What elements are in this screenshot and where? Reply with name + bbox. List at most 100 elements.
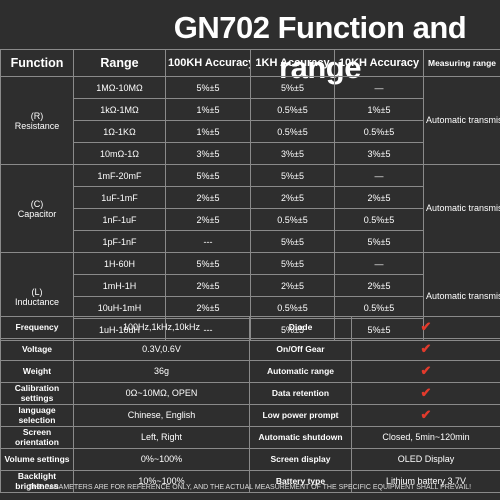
inductance-row: (L) Inductance 1H-60H 5%±5 5%±5— Automatic t… bbox=[0, 252, 500, 341]
acc-100kh-cell: 2%±5 bbox=[165, 208, 251, 231]
feature-label: Low power prompt bbox=[249, 404, 352, 427]
capacitor-row: (C) Capacitor 1mF-20mF 5%±5 5%±5— Automatic … bbox=[0, 164, 500, 253]
feature-label: On/Off Gear bbox=[249, 338, 352, 361]
range-cell: 1Ω-1KΩ bbox=[73, 120, 166, 143]
acc-100kh-cell: 2%±5 bbox=[165, 274, 251, 297]
feature-row: Frequency 100Hz,1kHz,10kHz Diode ✔ bbox=[0, 316, 500, 339]
feature-value: OLED Display bbox=[351, 448, 500, 471]
feature-value: 0%~100% bbox=[73, 448, 250, 471]
capacitor-row: 1nF-1uF 2%±5 0.5%±5 0.5%±5 bbox=[1, 208, 500, 231]
feature-label: Screen orientation bbox=[0, 426, 74, 449]
spec-table: Function Range 100KH Accuracy 1KH Accura… bbox=[0, 49, 500, 341]
header-measuring-range: Measuring range bbox=[423, 49, 500, 77]
checkmark-icon: ✔ bbox=[420, 318, 432, 334]
range-cell: 10mΩ-1Ω bbox=[73, 142, 166, 165]
acc-100kh-cell: 5%±5 bbox=[165, 76, 251, 99]
feature-row: Weight 36g Automatic range ✔ bbox=[0, 360, 500, 383]
feature-value: ✔ bbox=[351, 382, 500, 405]
acc-100kh-cell: --- bbox=[165, 230, 251, 253]
acc-1kh-cell: 0.5%±5 bbox=[250, 120, 335, 143]
feature-label: Frequency bbox=[0, 316, 74, 339]
resistance-measuring-range: Automatic transmission: 10mΩ~ 10mΩ Resis… bbox=[423, 76, 500, 165]
feature-value: ✔ bbox=[351, 338, 500, 361]
acc-1kh-cell: 0.5%±5 bbox=[250, 208, 335, 231]
feature-label: Volume settings bbox=[0, 448, 74, 471]
feature-value: Left, Right bbox=[73, 426, 250, 449]
range-cell: 1nF-1uF bbox=[73, 208, 166, 231]
capacitor-measuring-range: Automatic transmission: 50pF~ 5mF Capaci… bbox=[423, 164, 500, 253]
feature-label: Screen display bbox=[249, 448, 352, 471]
resistance-row: (R) Resistance 1MΩ-10MΩ 5%±5 5%±5— Automatic… bbox=[0, 76, 500, 165]
feature-row: Screen orientation Left, Right Automatic s… bbox=[0, 426, 500, 449]
capacitor-function-label: (C) Capacitor bbox=[0, 164, 74, 253]
acc-100kh-cell: 1%±5 bbox=[165, 120, 251, 143]
feature-row: Calibration settings 0Ω~10MΩ, OPEN Data re… bbox=[0, 382, 500, 405]
inductance-row: 10uH-1mH 2%±5 0.5%±5 0.5%±5 bbox=[1, 296, 500, 319]
checkmark-icon: ✔ bbox=[420, 384, 432, 400]
header-range: Range bbox=[73, 49, 166, 77]
resistance-row: 1kΩ-1MΩ 1%±5 0.5%±5 1%±5 bbox=[1, 98, 500, 121]
capacitor-row: 1pF-1nF --- 5%±5 5%±5 bbox=[1, 230, 500, 253]
header-function: Function bbox=[0, 49, 74, 77]
acc-10kh-cell: 2%±5 bbox=[334, 274, 424, 297]
header-row: Function Range 100KH Accuracy 1KH Accura… bbox=[0, 49, 500, 77]
acc-10kh-cell: 1%±5 bbox=[334, 98, 424, 121]
acc-100kh-cell: 5%±5 bbox=[165, 164, 251, 187]
page-title: GN702 Function and range bbox=[173, 10, 467, 85]
feature-label: Automatic shutdown bbox=[249, 426, 352, 449]
acc-1kh-cell: 5%±5 bbox=[250, 76, 335, 99]
resistance-function-label: (R) Resistance bbox=[0, 76, 74, 165]
range-cell: 1kΩ-1MΩ bbox=[73, 98, 166, 121]
feature-value: Closed, 5min~120min bbox=[351, 426, 500, 449]
acc-1kh-cell: 2%±5 bbox=[250, 274, 335, 297]
acc-1kh-cell: 0.5%±5 bbox=[250, 98, 335, 121]
feature-label: Weight bbox=[0, 360, 74, 383]
feature-label: Diode bbox=[249, 316, 352, 339]
feature-label: Calibration settings bbox=[0, 382, 74, 405]
feature-value: ✔ bbox=[351, 404, 500, 427]
feature-row: Volume settings 0%~100% Screen display OLED… bbox=[0, 448, 500, 471]
acc-10kh-cell: 0.5%±5 bbox=[334, 208, 424, 231]
feature-value: ✔ bbox=[351, 360, 500, 383]
feature-label: Voltage bbox=[0, 338, 74, 361]
acc-1kh-cell: 2%±5 bbox=[250, 186, 335, 209]
feature-label: Battery type bbox=[249, 470, 352, 493]
header-10kh-accuracy: 10KH Accuracy bbox=[334, 49, 424, 77]
header-100kh-accuracy: 100KH Accuracy bbox=[165, 49, 251, 77]
inductance-row: 1mH-1H 2%±5 2%±5 2%±5 bbox=[1, 274, 500, 297]
header-1kh-accuracy: 1KH Accuracy bbox=[250, 49, 335, 77]
range-cell: 1mF-20mF bbox=[73, 164, 166, 187]
checkmark-icon: ✔ bbox=[420, 406, 432, 422]
checkmark-icon: ✔ bbox=[420, 340, 432, 356]
checkmark-icon: ✔ bbox=[420, 362, 432, 378]
acc-100kh-cell: 3%±5 bbox=[165, 142, 251, 165]
feature-table: Frequency 100Hz,1kHz,10kHz Diode ✔ Voltage 0.… bbox=[0, 316, 500, 493]
feature-row: Voltage 0.3V,0.6V On/Off Gear ✔ bbox=[0, 338, 500, 361]
feature-row: Backlight brightness 10%~100% Battery type… bbox=[0, 470, 500, 493]
acc-10kh-cell: 3%±5 bbox=[334, 142, 424, 165]
feature-label: Data retention bbox=[249, 382, 352, 405]
feature-value: Chinese, English bbox=[73, 404, 250, 427]
acc-1kh-cell: 5%±5 bbox=[250, 164, 335, 187]
acc-10kh-cell: — bbox=[334, 76, 424, 99]
acc-10kh-cell: — bbox=[334, 252, 424, 275]
feature-value: ✔ bbox=[351, 316, 500, 339]
acc-1kh-cell: 5%±5 bbox=[250, 252, 335, 275]
disclaimer-footer: THE PARAMETERS ARE FOR REFERENCE ONLY, A… bbox=[28, 484, 472, 491]
range-cell: 1pF-1nF bbox=[73, 230, 166, 253]
acc-1kh-cell: 5%±5 bbox=[250, 230, 335, 253]
feature-value: 0.3V,0.6V bbox=[73, 338, 250, 361]
feature-label: language selection bbox=[0, 404, 74, 427]
feature-value: 0Ω~10MΩ, OPEN bbox=[73, 382, 250, 405]
feature-value: 100Hz,1kHz,10kHz bbox=[73, 316, 250, 339]
acc-100kh-cell: 5%±5 bbox=[165, 252, 251, 275]
acc-10kh-cell: 2%±5 bbox=[334, 186, 424, 209]
acc-10kh-cell: 0.5%±5 bbox=[334, 120, 424, 143]
range-cell: 1MΩ-10MΩ bbox=[73, 76, 166, 99]
resistance-row: 10mΩ-1Ω 3%±5 3%±5 3%±5 bbox=[1, 142, 500, 165]
acc-1kh-cell: 3%±5 bbox=[250, 142, 335, 165]
feature-row: language selection Chinese, English Low po… bbox=[0, 404, 500, 427]
feature-label: Backlight brightness bbox=[0, 470, 74, 493]
feature-label: Automatic range bbox=[249, 360, 352, 383]
range-cell: 1uF-1mF bbox=[73, 186, 166, 209]
